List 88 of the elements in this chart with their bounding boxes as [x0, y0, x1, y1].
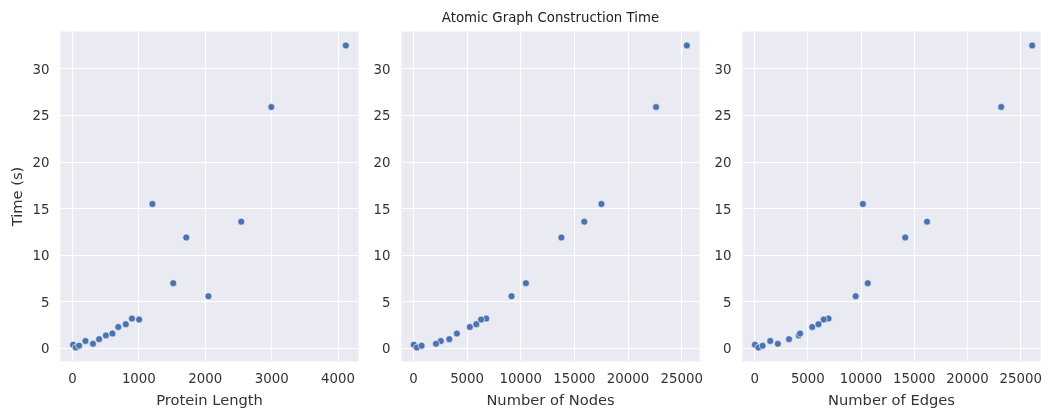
point: [121, 320, 130, 328]
point: [597, 200, 606, 208]
point: [267, 103, 276, 111]
point: [453, 329, 461, 338]
point: [114, 323, 123, 331]
point: [95, 335, 103, 343]
point: [557, 233, 566, 242]
x-tick-label: 0: [750, 370, 759, 386]
point: [472, 320, 481, 328]
point: [522, 279, 530, 287]
x-tick-label: 20000: [606, 370, 650, 386]
point: [683, 41, 691, 50]
point: [774, 340, 782, 348]
y-tick-label: 0: [382, 341, 391, 357]
y-tick-label: 25: [373, 108, 391, 124]
y-tick-label: 0: [723, 341, 732, 357]
x-tick-label: 1000: [121, 370, 156, 386]
point: [75, 341, 83, 350]
point: [102, 331, 110, 340]
point: [851, 292, 860, 301]
y-axis-title: Time (s): [7, 166, 25, 228]
point: [808, 323, 817, 331]
x-tick-label: 25000: [999, 370, 1042, 386]
x-tick-label: 3000: [254, 370, 289, 386]
y-tick-label: 20: [32, 155, 50, 171]
chart-title: Atomic Graph Construction Time: [441, 9, 660, 25]
x-tick-label: 25000: [660, 370, 703, 386]
x-tick-label: 5000: [450, 370, 485, 386]
point: [477, 315, 485, 324]
point: [237, 217, 246, 226]
point: [859, 200, 867, 208]
point: [89, 340, 97, 348]
y-tick-label: 10: [32, 248, 50, 264]
point: [901, 233, 910, 242]
point: [432, 340, 440, 348]
x-tick-label: 20000: [946, 370, 989, 386]
x-axis-title: Protein Length: [156, 390, 263, 408]
point: [342, 41, 350, 50]
point: [863, 279, 872, 287]
x-tick-label: 2000: [188, 370, 223, 386]
point: [580, 217, 589, 226]
point: [182, 233, 191, 242]
point: [507, 292, 516, 301]
point: [108, 329, 117, 338]
y-tick-label: 20: [714, 155, 732, 171]
x-tick-label: 15000: [893, 370, 936, 386]
y-tick-label: 5: [723, 294, 732, 310]
x-tick-label: 5000: [790, 370, 825, 386]
point: [766, 337, 775, 345]
point: [819, 315, 828, 324]
point: [128, 314, 136, 323]
point: [758, 341, 767, 350]
point: [417, 341, 426, 350]
point: [204, 292, 213, 301]
point: [466, 323, 474, 331]
y-tick-label: 15: [714, 201, 732, 217]
x-axis-title: Number of Edges: [828, 390, 955, 408]
y-tick-label: 15: [373, 201, 391, 217]
y-tick-label: 5: [382, 294, 391, 310]
y-tick-label: 0: [41, 341, 50, 357]
y-tick-label: 20: [373, 155, 391, 171]
point: [169, 279, 178, 287]
y-tick-label: 15: [32, 201, 50, 217]
point: [445, 335, 454, 343]
point: [1028, 41, 1036, 50]
y-tick-label: 5: [41, 294, 50, 310]
y-tick-label: 10: [714, 248, 732, 264]
point: [148, 200, 157, 208]
y-tick-label: 10: [373, 248, 391, 264]
x-tick-label: 4000: [321, 370, 356, 386]
x-tick-label: 0: [409, 370, 418, 386]
point: [814, 320, 823, 328]
point: [923, 217, 931, 226]
point: [652, 103, 660, 111]
point: [785, 335, 793, 343]
y-tick-label: 30: [714, 61, 732, 77]
point: [997, 103, 1006, 111]
y-tick-label: 30: [373, 61, 391, 77]
x-tick-label: 0: [68, 370, 77, 386]
point: [81, 337, 90, 345]
x-axis-title: Number of Nodes: [486, 390, 615, 408]
point: [135, 315, 143, 324]
x-tick-label: 10000: [839, 370, 883, 386]
x-tick-label: 10000: [499, 370, 542, 386]
y-tick-label: 25: [714, 108, 732, 124]
x-tick-label: 15000: [553, 370, 596, 386]
y-tick-label: 25: [32, 108, 50, 124]
y-tick-label: 30: [32, 61, 50, 77]
